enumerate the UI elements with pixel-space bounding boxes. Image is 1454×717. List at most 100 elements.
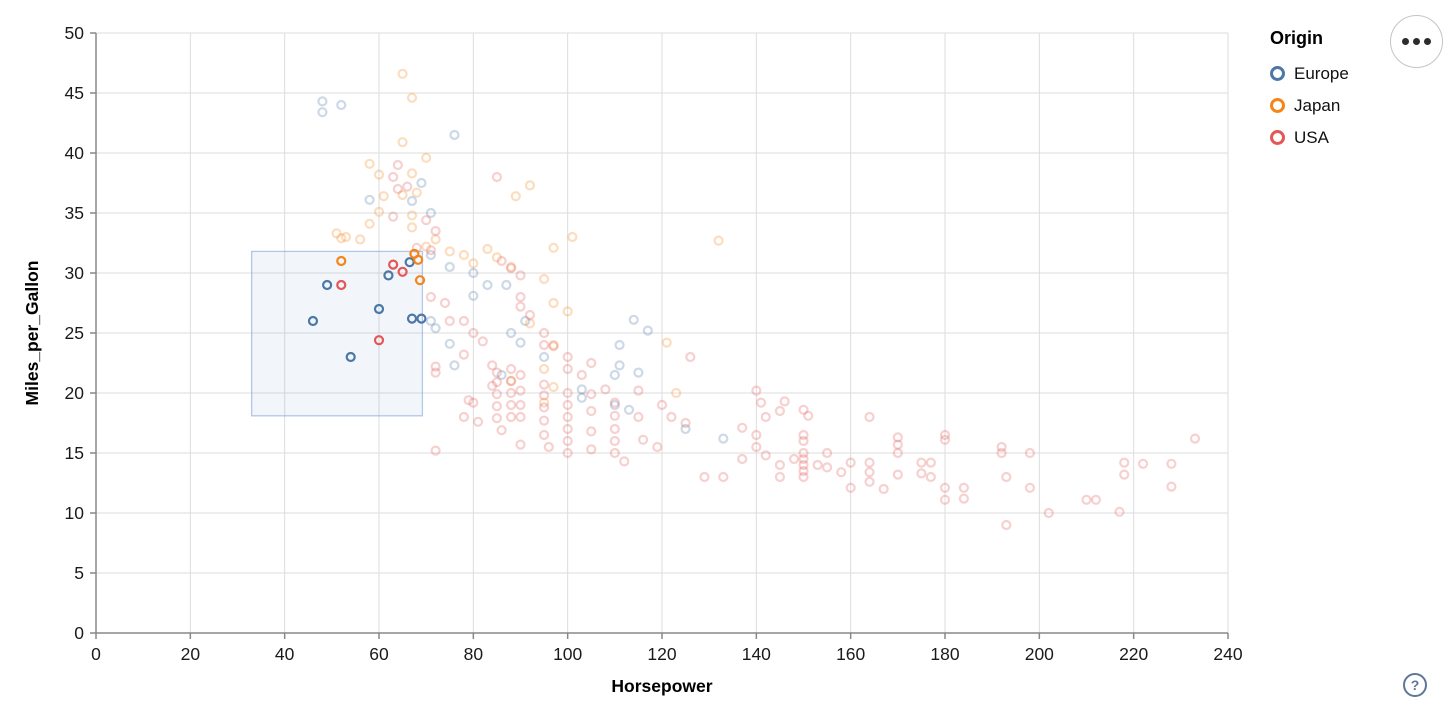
data-point[interactable] (633, 385, 644, 396)
data-point[interactable] (812, 459, 823, 471)
data-point[interactable] (388, 259, 399, 270)
data-point[interactable] (798, 459, 809, 471)
data-point[interactable] (798, 465, 809, 477)
data-point[interactable] (515, 270, 526, 281)
data-point[interactable] (439, 297, 451, 309)
data-point[interactable] (1081, 494, 1092, 505)
data-point[interactable] (515, 385, 526, 396)
data-point[interactable] (491, 252, 503, 263)
data-point[interactable] (468, 397, 479, 408)
data-point[interactable] (468, 267, 479, 279)
data-point[interactable] (416, 313, 427, 324)
data-point[interactable] (586, 357, 597, 369)
data-point[interactable] (421, 215, 432, 226)
data-point[interactable] (406, 313, 418, 324)
data-point[interactable] (373, 206, 385, 217)
data-point[interactable] (355, 234, 366, 245)
data-point[interactable] (779, 396, 790, 407)
data-point[interactable] (958, 493, 969, 504)
data-point[interactable] (548, 242, 559, 253)
data-point[interactable] (845, 482, 856, 493)
data-point[interactable] (548, 341, 559, 352)
data-point[interactable] (737, 453, 748, 465)
data-point[interactable] (463, 395, 474, 406)
data-point[interactable] (821, 447, 833, 459)
data-point[interactable] (524, 309, 536, 321)
data-point[interactable] (671, 387, 682, 399)
data-point[interactable] (491, 401, 503, 412)
data-point[interactable] (458, 349, 469, 360)
data-point[interactable] (505, 261, 517, 273)
data-point[interactable] (425, 207, 436, 219)
data-point[interactable] (491, 413, 503, 424)
data-point[interactable] (430, 234, 441, 245)
data-point[interactable] (774, 459, 786, 471)
data-point[interactable] (402, 181, 413, 192)
data-point[interactable] (336, 255, 347, 267)
data-point[interactable] (755, 397, 767, 408)
data-point[interactable] (449, 129, 460, 141)
data-point[interactable] (788, 453, 800, 465)
data-point[interactable] (392, 183, 403, 195)
data-point[interactable] (633, 367, 644, 378)
data-point[interactable] (364, 218, 375, 229)
data-point[interactable] (562, 306, 573, 317)
data-point[interactable] (1024, 447, 1036, 459)
data-point[interactable] (444, 261, 455, 273)
data-point[interactable] (505, 327, 517, 339)
data-point[interactable] (718, 433, 729, 444)
data-point[interactable] (939, 482, 951, 493)
data-point[interactable] (406, 195, 418, 207)
data-point[interactable] (586, 405, 597, 417)
brush-selection[interactable] (250, 250, 424, 417)
data-point[interactable] (576, 369, 587, 381)
data-point[interactable] (562, 447, 573, 459)
data-point[interactable] (614, 360, 625, 371)
data-point[interactable] (505, 399, 517, 411)
data-point[interactable] (397, 189, 408, 201)
data-point[interactable] (562, 399, 573, 411)
data-point[interactable] (845, 457, 856, 468)
data-point[interactable] (378, 191, 389, 202)
data-point[interactable] (638, 434, 649, 445)
data-point[interactable] (538, 273, 550, 285)
data-point[interactable] (821, 462, 833, 473)
data-point[interactable] (586, 389, 597, 400)
data-point[interactable] (718, 471, 729, 483)
data-point[interactable] (340, 231, 352, 243)
data-point[interactable] (680, 423, 691, 435)
data-point[interactable] (586, 426, 597, 437)
data-point[interactable] (548, 381, 559, 393)
data-point[interactable] (482, 279, 493, 291)
data-point[interactable] (392, 159, 403, 171)
data-point[interactable] (383, 270, 394, 281)
data-point[interactable] (576, 384, 587, 395)
data-point[interactable] (798, 435, 809, 447)
data-point[interactable] (892, 469, 903, 480)
data-point[interactable] (609, 447, 620, 459)
data-point[interactable] (1114, 506, 1125, 517)
data-point[interactable] (336, 233, 347, 244)
data-point[interactable] (1166, 458, 1177, 469)
data-point[interactable] (505, 375, 517, 387)
data-point[interactable] (760, 411, 771, 423)
data-point[interactable] (586, 444, 597, 455)
data-point[interactable] (713, 235, 724, 246)
data-point[interactable] (373, 303, 385, 315)
data-point[interactable] (501, 279, 512, 291)
help-button[interactable]: ? (1403, 673, 1427, 697)
data-point[interactable] (543, 441, 554, 453)
data-point[interactable] (538, 390, 550, 401)
data-point[interactable] (576, 392, 587, 403)
data-point[interactable] (751, 385, 762, 396)
data-point[interactable] (307, 315, 319, 327)
data-point[interactable] (425, 249, 436, 261)
data-point[interactable] (425, 291, 436, 303)
data-point[interactable] (505, 387, 517, 399)
data-point[interactable] (1119, 469, 1130, 480)
data-point[interactable] (1166, 481, 1177, 492)
data-point[interactable] (336, 99, 347, 111)
data-point[interactable] (468, 327, 479, 339)
data-point[interactable] (609, 423, 620, 435)
